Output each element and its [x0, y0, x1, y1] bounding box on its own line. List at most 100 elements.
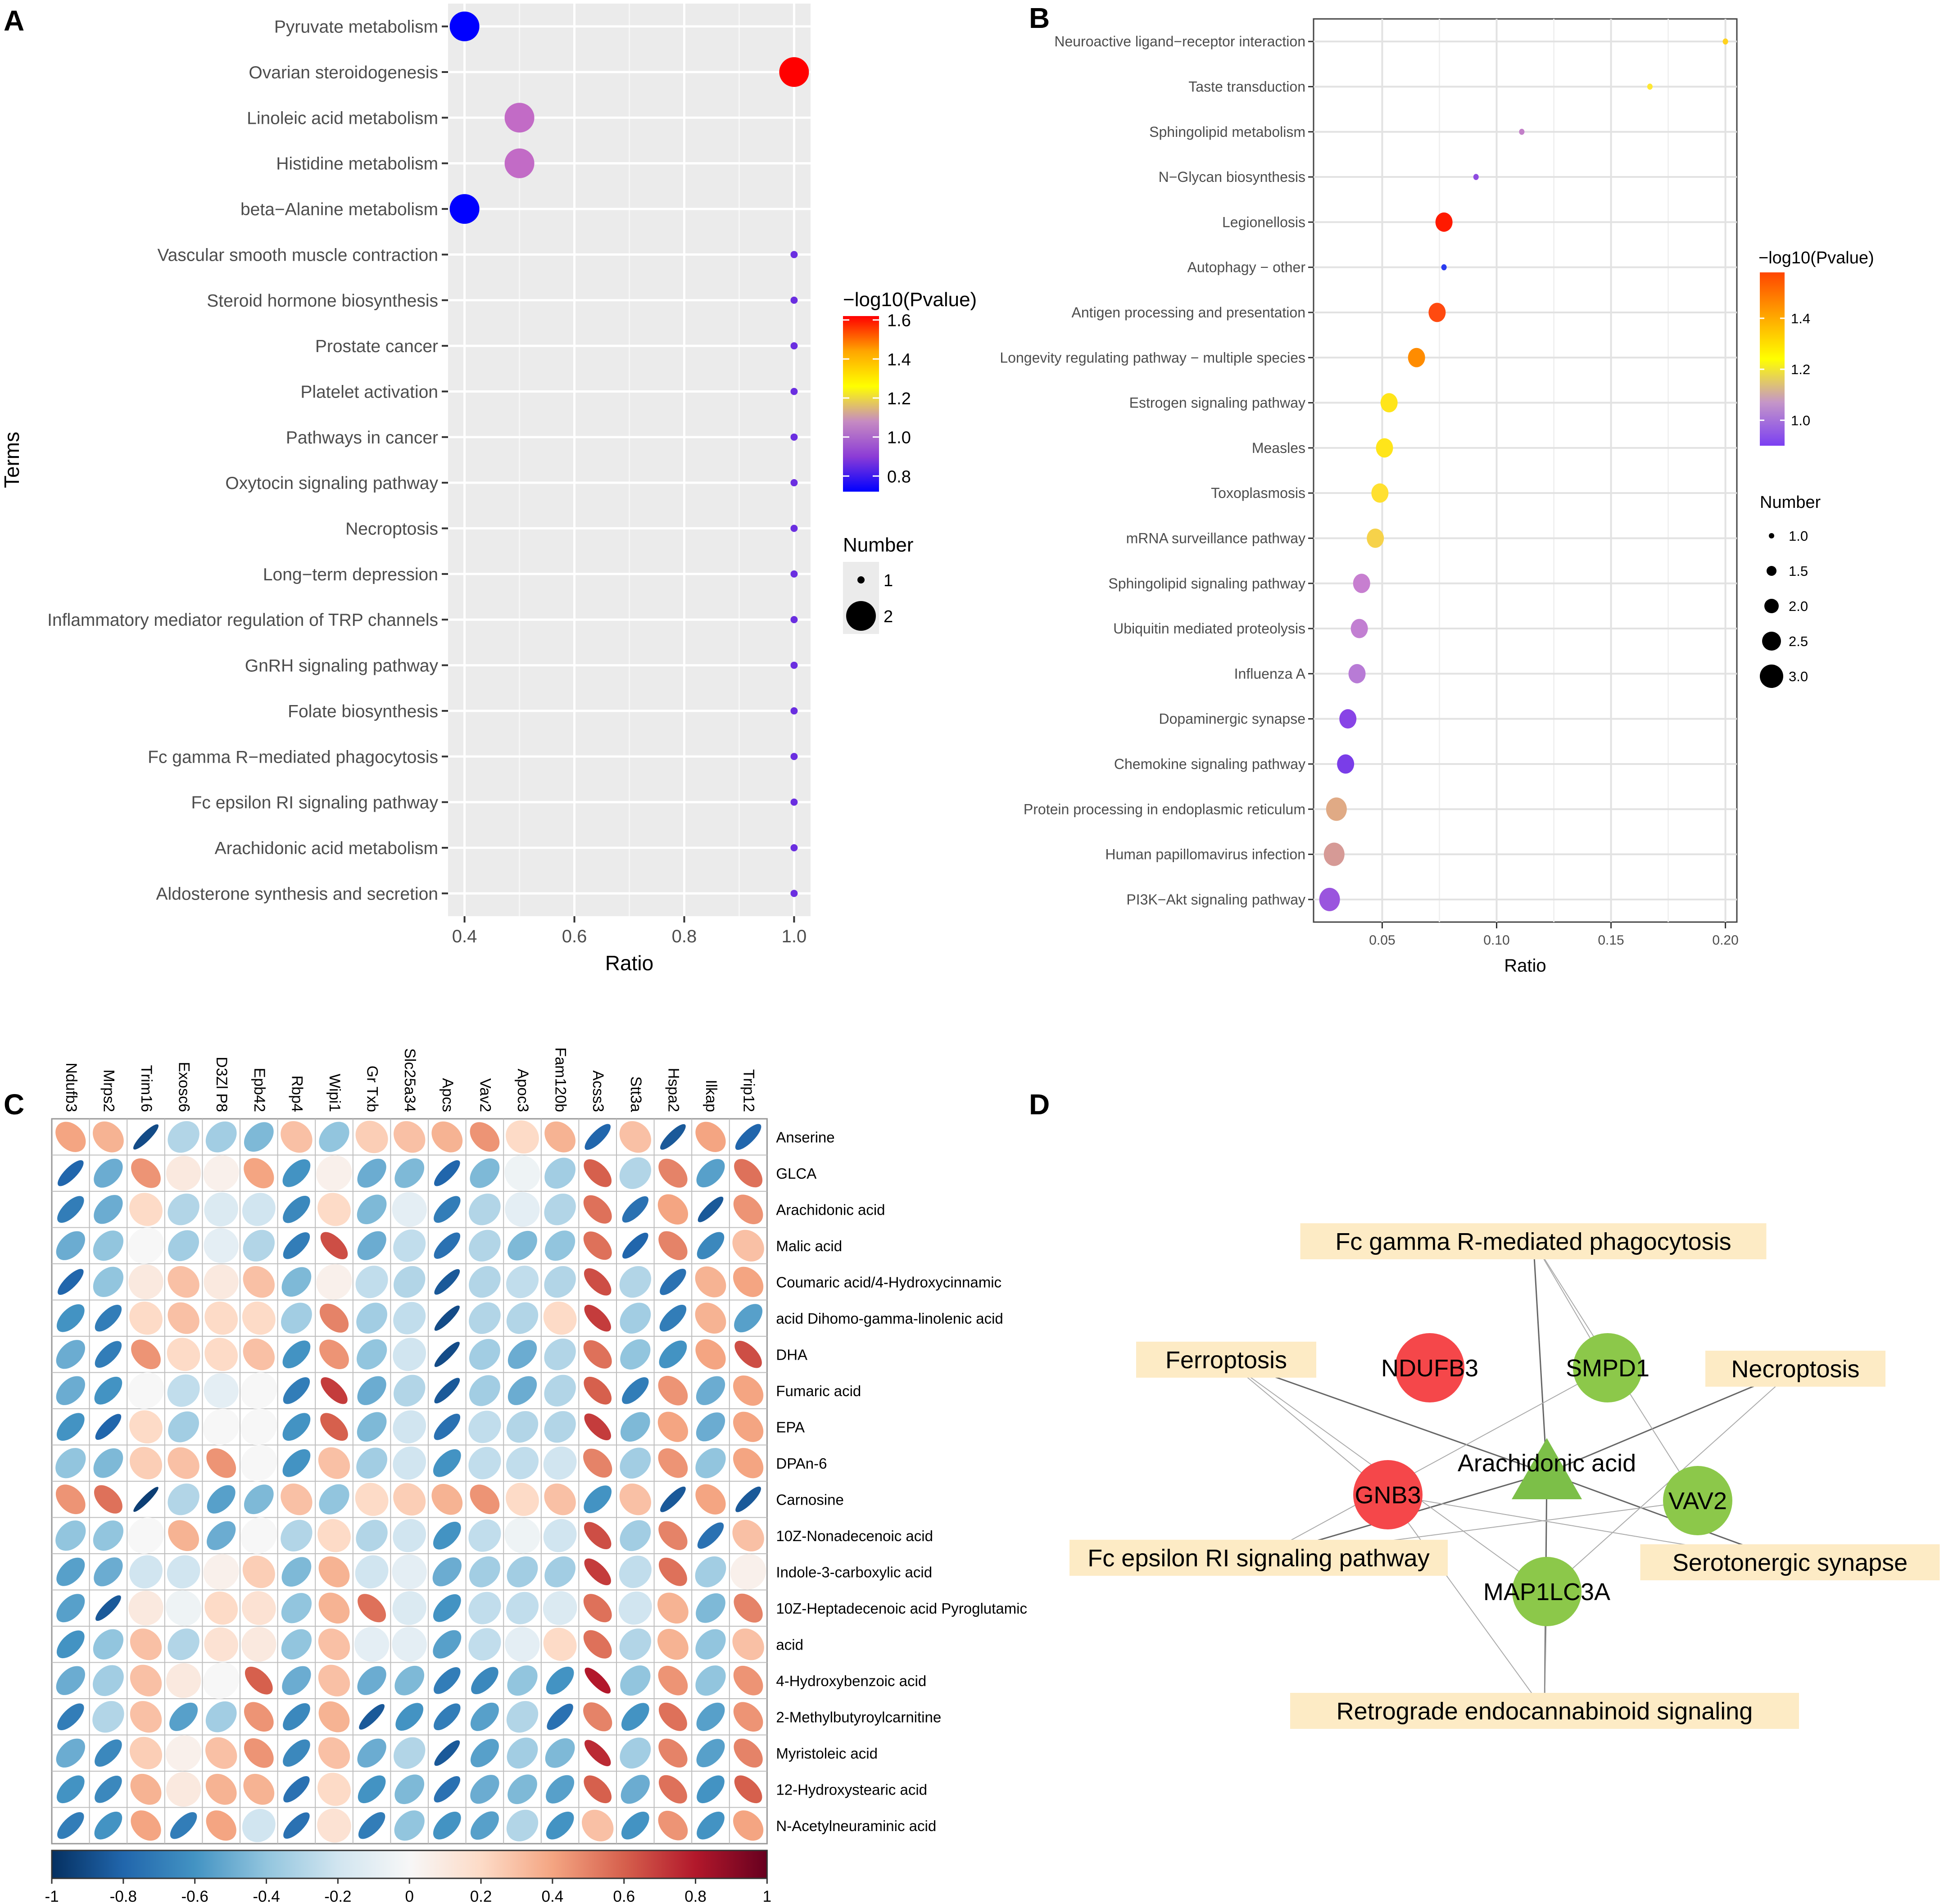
- panel-c-cell: [730, 1554, 766, 1590]
- panel-b-dot-autophagy-other: [1441, 264, 1447, 271]
- panel-b-term-label: Neuroactive ligand−receptor interaction: [1054, 33, 1305, 50]
- panel-c-cell: [543, 1446, 577, 1480]
- panel-c-cell: [695, 1556, 726, 1587]
- panel-c-cell: [127, 1227, 164, 1264]
- panel-a-size-key-dot: [846, 601, 876, 631]
- panel-c-row-label: 12-Hydroxystearic acid: [776, 1781, 927, 1798]
- panel-c-cell: [317, 1808, 351, 1843]
- panel-c-cell: [55, 1448, 86, 1479]
- panel-c-row-label: Anserine: [776, 1129, 834, 1145]
- panel-c-cell: [204, 1338, 238, 1371]
- panel-b-term-label: Estrogen signaling pathway: [1129, 395, 1305, 411]
- panel-c-row-label: EPA: [776, 1419, 805, 1435]
- panel-c-cell: [620, 1447, 651, 1479]
- panel-c-cell: [56, 1594, 85, 1623]
- panel-c-cell: [318, 1592, 350, 1624]
- panel-c-cell: [621, 1703, 649, 1731]
- panel-c-cell: [544, 1266, 576, 1298]
- panel-c-cell: [585, 1667, 611, 1694]
- panel-c-cell: [698, 1196, 724, 1222]
- panel-c-cell: [695, 1122, 726, 1152]
- panel-c-cell: [58, 1269, 84, 1295]
- panel-b-term-label: Legionellosis: [1222, 214, 1305, 230]
- panel-d-gene-node-smpd1: [1573, 1333, 1642, 1402]
- panel-c-cell: [357, 1231, 386, 1260]
- panel-c-cell: [56, 1666, 85, 1695]
- panel-c-cell: [544, 1121, 575, 1153]
- panel-a-dot-fc-epsilon-ri-signaling-pathway: [790, 798, 798, 806]
- panel-a-term-label: Prostate cancer: [315, 337, 438, 356]
- panel-c-cell: [658, 1665, 688, 1696]
- panel-b-dot-estrogen-signaling-pathway: [1380, 393, 1398, 413]
- panel-c-cell: [620, 1737, 651, 1769]
- panel-c-cell: [507, 1665, 538, 1696]
- panel-d-edge-ara-fcg: [1532, 1241, 1548, 1474]
- panel-d-pathway-label-fce: Fc epsilon RI signaling pathway: [1088, 1545, 1429, 1572]
- panel-c-cell: [506, 1483, 539, 1516]
- panel-d-pathway-box-fce: [1069, 1540, 1448, 1576]
- panel-c-cell: [658, 1738, 688, 1768]
- panel-a-dot-fc-gamma-r-mediated-phagocytosis: [790, 753, 798, 760]
- panel-c-cell: [584, 1159, 612, 1187]
- panel-c-cell: [618, 1591, 652, 1625]
- panel-c-cell: [506, 1302, 539, 1334]
- panel-a-term-label: Aldosterone synthesis and secretion: [156, 884, 438, 904]
- panel-c-cell: [355, 1266, 388, 1298]
- panel-c-cell: [543, 1301, 577, 1335]
- panel-c-cell: [584, 1485, 612, 1514]
- panel-c-cell: [659, 1340, 687, 1369]
- panel-b-size-key-label: 3.0: [1789, 669, 1808, 684]
- panel-c-cell: [506, 1411, 539, 1443]
- panel-c-cell: [316, 1264, 352, 1300]
- panel-c-cell: [245, 1666, 273, 1695]
- panel-a-term-label: Arachidonic acid metabolism: [215, 839, 438, 858]
- panel-c-cell: [583, 1195, 612, 1224]
- panel-c-cell: [470, 1122, 500, 1152]
- panel-c-cell: [732, 1520, 764, 1551]
- panel-c-cell: [167, 1338, 200, 1371]
- panel-b-term-label: Protein processing in endoplasmic reticu…: [1024, 801, 1305, 817]
- panel-a-term-label: Pathways in cancer: [286, 428, 438, 448]
- panel-a-dot-inflammatory-mediator-regulation-of-trp-channels: [790, 616, 798, 624]
- panel-c-cell: [243, 1339, 275, 1370]
- panel-c-cell: [283, 1812, 310, 1839]
- panel-b-term-label: Longevity regulating pathway − multiple …: [1000, 349, 1305, 366]
- panel-a-term-label: Oxytocin signaling pathway: [225, 474, 438, 493]
- panel-c-cell: [168, 1266, 199, 1298]
- panel-c-cell: [282, 1340, 311, 1369]
- panel-a-dot-folate-biosynthesis: [790, 707, 798, 715]
- panel-c-cell: [734, 1159, 763, 1188]
- panel-a-dot-aldosterone-synthesis-and-secretion: [790, 890, 798, 897]
- panel-c-column-label: Mrps2: [100, 1070, 117, 1112]
- panel-c-cell: [696, 1412, 725, 1442]
- panel-c-cell: [696, 1739, 725, 1768]
- panel-c-cell: [697, 1775, 725, 1804]
- panel-a-dot-necroptosis: [790, 525, 798, 532]
- panel-c-cell: [507, 1737, 538, 1769]
- panel-c-cell: [471, 1667, 498, 1695]
- panel-b-x-tick-label: 0.20: [1712, 933, 1738, 948]
- panel-c-cell: [434, 1667, 461, 1694]
- panel-c-column-label: Exosc6: [176, 1062, 193, 1113]
- panel-c-cell: [394, 1121, 426, 1153]
- panel-b-term-label: Influenza A: [1234, 665, 1306, 682]
- panel-c-cell: [583, 1630, 612, 1659]
- panel-c-cell: [392, 1192, 427, 1227]
- panel-c-cell: [469, 1556, 500, 1587]
- panel-c-cell: [735, 1124, 761, 1150]
- panel-b-size-legend-title: Number: [1760, 493, 1821, 512]
- panel-c-cell: [283, 1776, 310, 1803]
- panel-a-colorbar-tick-label: 1.4: [887, 350, 911, 369]
- panel-c-cell: [734, 1738, 763, 1768]
- panel-c-cell: [584, 1268, 612, 1296]
- panel-c-cell: [508, 1230, 537, 1261]
- panel-c-cell: [544, 1411, 576, 1443]
- panel-a-colorbar-tick-label: 1.2: [887, 389, 911, 408]
- panel-c-cell: [170, 1812, 197, 1839]
- panel-c-cell: [56, 1376, 85, 1405]
- panel-b-dot-influenza-a: [1348, 664, 1366, 683]
- panel-b-x-tick-label: 0.15: [1598, 933, 1624, 948]
- panel-c-cell: [130, 1701, 162, 1733]
- panel-c-cell: [544, 1230, 575, 1261]
